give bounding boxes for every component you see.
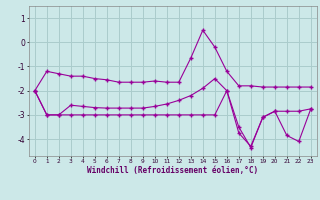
X-axis label: Windchill (Refroidissement éolien,°C): Windchill (Refroidissement éolien,°C) bbox=[87, 166, 258, 175]
